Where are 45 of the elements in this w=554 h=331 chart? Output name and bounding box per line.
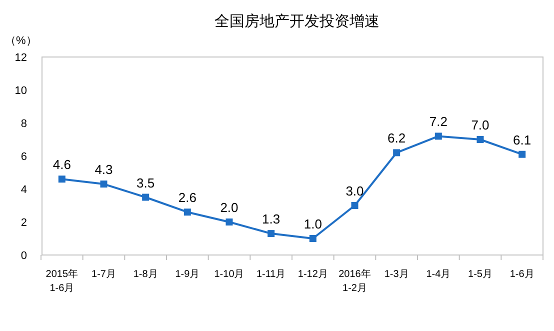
x-tick-label: 2015年 1-6月	[46, 268, 78, 294]
text: 2.6	[178, 190, 196, 206]
x-tick-label: 1-6月	[510, 269, 534, 280]
y-tick-label: 0	[20, 250, 27, 262]
point	[58, 176, 66, 183]
y-tick-label: 8	[20, 118, 27, 130]
point	[184, 208, 191, 216]
point	[393, 149, 400, 156]
x-tick-label: 1-8月	[133, 269, 158, 280]
x-tick-label: 2016年 1-2月	[338, 268, 371, 294]
point	[434, 132, 442, 140]
text: 4.6	[52, 157, 71, 172]
x-tick-label: 1-3月	[384, 269, 409, 280]
point	[142, 194, 150, 201]
point	[226, 218, 233, 226]
text: 3.5	[136, 175, 155, 190]
text: 1.0	[304, 216, 322, 232]
x-tick-label: 1-12月	[298, 269, 328, 280]
y-tick-label: 2	[20, 216, 27, 229]
text: 3.0	[346, 184, 364, 198]
text: 7.0	[471, 118, 490, 132]
text: 6.1	[513, 132, 532, 148]
y-axis-title: （%）	[5, 35, 37, 47]
x-tick-label: 1-7月	[92, 269, 116, 280]
text: 2.0	[220, 200, 238, 215]
y-tick-label: 4	[20, 184, 27, 196]
x-tick-label: 1-10月	[214, 269, 244, 280]
x-tick-label: 1-4月	[426, 269, 451, 280]
point	[518, 150, 526, 158]
x-tick-label: 1-9月	[175, 269, 200, 280]
text: 7.2	[429, 114, 448, 130]
chart-title: 全国房地产开发投资增速	[214, 13, 380, 30]
x-tick-label: 1-5月	[468, 269, 492, 280]
text: 1.3	[262, 212, 280, 227]
point	[351, 202, 358, 209]
y-tick-label: 12	[14, 52, 27, 64]
x-tick-label: 1-11月	[256, 269, 286, 280]
point	[476, 136, 484, 143]
point	[268, 230, 275, 238]
y-tick-label: 10	[14, 84, 27, 97]
point	[100, 180, 108, 188]
text: 4.3	[94, 162, 113, 178]
text: 6.2	[388, 130, 406, 146]
y-tick-label: 6	[20, 150, 27, 163]
point	[309, 235, 316, 242]
